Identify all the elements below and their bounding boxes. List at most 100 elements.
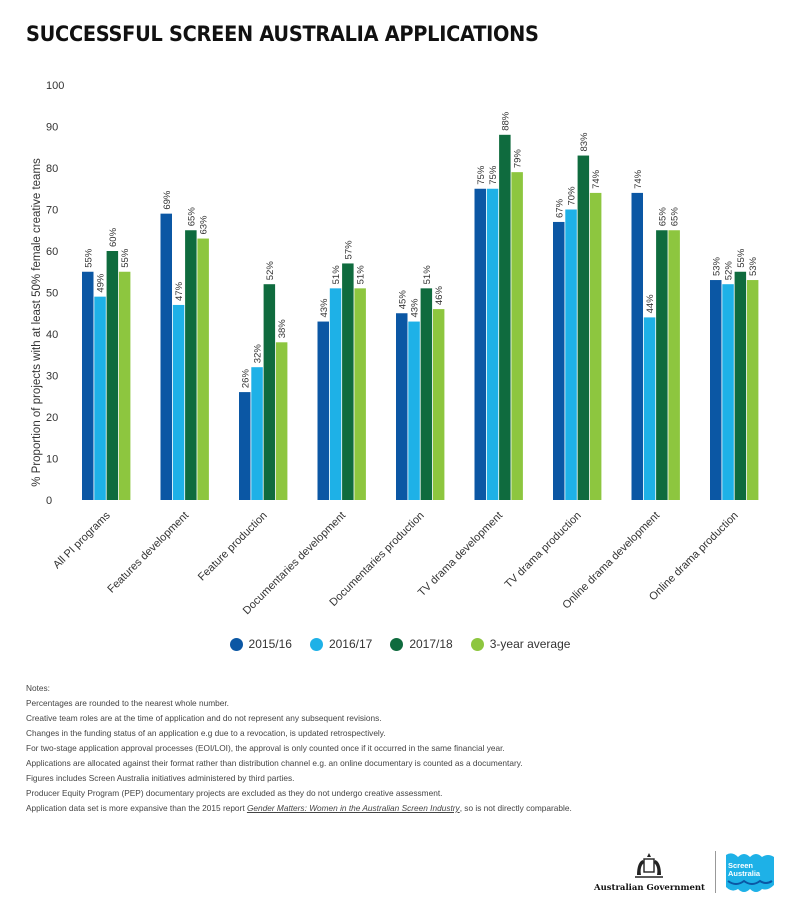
bar: [553, 221, 565, 500]
bar: [565, 209, 577, 500]
data-label: 53%: [711, 256, 722, 276]
data-label: 57%: [343, 240, 354, 260]
data-label: 53%: [748, 256, 759, 276]
y-tick-label: 70: [46, 205, 58, 217]
legend-swatch: [390, 637, 404, 651]
note-item: For two-stage application approval proce…: [26, 743, 505, 753]
data-label: 38%: [277, 319, 288, 339]
notes-heading: Notes:: [26, 683, 50, 693]
y-tick-label: 10: [46, 454, 58, 466]
data-label: 65%: [670, 207, 681, 227]
legend-label: 2015/16: [248, 637, 292, 651]
legend-item: 2016/17: [309, 637, 373, 651]
note-item: Figures includes Screen Australia initia…: [26, 773, 295, 783]
bar: [589, 192, 602, 500]
legend-swatch: [470, 637, 484, 651]
data-label: 51%: [422, 265, 433, 285]
australian-government-logo: Australian Government: [594, 851, 705, 893]
note-item: Producer Equity Program (PEP) documentar…: [26, 788, 443, 798]
data-label: 43%: [319, 298, 330, 318]
y-tick-label: 60: [46, 246, 58, 258]
data-label: 63%: [199, 215, 210, 235]
note-last-suffix: , so is not directly comparable.: [459, 803, 572, 813]
bar: [734, 271, 747, 500]
bar: [251, 367, 263, 500]
bar: [329, 288, 342, 500]
y-axis-label: % Proportion of projects with at least 5…: [31, 158, 43, 487]
x-category-label: Documentaries production: [327, 510, 426, 609]
legend-label: 2016/17: [328, 637, 373, 651]
x-category-label: Features development: [105, 510, 191, 596]
bar: [668, 230, 680, 500]
data-label: 55%: [83, 248, 94, 268]
logo-divider: [715, 851, 716, 893]
bar: [408, 321, 420, 500]
bar: [420, 288, 433, 500]
bar: [172, 304, 185, 500]
data-label: 70%: [567, 186, 578, 206]
data-label: 52%: [724, 261, 735, 281]
data-label: 51%: [331, 265, 342, 285]
legend-label: 2017/18: [409, 637, 453, 651]
data-label: 44%: [645, 294, 656, 314]
bar: [631, 192, 643, 500]
footer-logos: Australian Government Screen Australia: [594, 851, 776, 893]
bar: [197, 238, 209, 501]
legend-item: 3-year average: [470, 637, 570, 651]
note-item: Creative team roles are at the time of a…: [26, 713, 382, 723]
bar: [722, 284, 734, 500]
bar: [499, 134, 511, 501]
data-label: 67%: [554, 198, 565, 218]
chart-legend: 2015/16 2016/17 2017/18 3-year average: [0, 637, 800, 651]
data-label: 46%: [434, 286, 445, 306]
bar: [239, 392, 251, 500]
legend-swatch: [229, 637, 243, 651]
bar: [643, 317, 656, 500]
data-label: 75%: [476, 165, 487, 185]
x-category-label: TV drama production: [503, 510, 584, 591]
note-item: Application data set is more expansive t…: [26, 804, 766, 813]
gov-label: Australian Government: [593, 883, 705, 893]
chart-title: SUCCESSFUL SCREEN AUSTRALIA APPLICATIONS: [26, 22, 539, 46]
data-label: 47%: [174, 281, 185, 301]
legend-item: 2015/16: [229, 637, 292, 651]
data-label: 74%: [591, 169, 602, 189]
bar: [656, 230, 668, 500]
coat-of-arms-icon: [635, 853, 664, 878]
data-label: 49%: [96, 273, 107, 293]
bar: [511, 172, 523, 500]
x-category-label: Feature production: [196, 510, 270, 584]
bar: [118, 271, 131, 500]
note-item: Changes in the funding status of an appl…: [26, 728, 386, 738]
data-label: 26%: [240, 369, 251, 389]
data-label: 45%: [397, 290, 408, 310]
legend-swatch: [309, 637, 323, 651]
x-category-label: Online drama production: [647, 510, 741, 604]
data-label: 43%: [410, 298, 421, 318]
bar: [263, 284, 276, 500]
y-tick-label: 0: [46, 495, 52, 507]
data-label: 51%: [356, 265, 367, 285]
bar: [317, 321, 329, 500]
x-category-label: All PI programs: [51, 509, 113, 571]
y-tick-label: 80: [46, 163, 58, 175]
report-link[interactable]: Gender Matters: Women in the Australian …: [246, 803, 460, 813]
bar: [710, 280, 722, 500]
bar: [82, 271, 94, 500]
screen-australia-icon: [726, 853, 774, 892]
data-label: 65%: [657, 207, 668, 227]
note-last-prefix: Application data set is more expansive t…: [26, 803, 247, 813]
y-tick-label: 20: [46, 412, 58, 424]
bar: [275, 342, 288, 500]
notes-section: Notes: Percentages are rounded to the ne…: [26, 683, 766, 819]
bar: [185, 230, 197, 500]
y-tick-label: 30: [46, 371, 58, 383]
data-label: 32%: [253, 344, 264, 364]
bar: [106, 251, 119, 500]
y-tick-label: 40: [46, 329, 58, 341]
data-label: 88%: [500, 111, 511, 131]
bar: [94, 296, 106, 500]
note-item: Percentages are rounded to the nearest w…: [26, 698, 229, 708]
data-label: 52%: [265, 261, 276, 281]
data-label: 55%: [120, 248, 131, 268]
